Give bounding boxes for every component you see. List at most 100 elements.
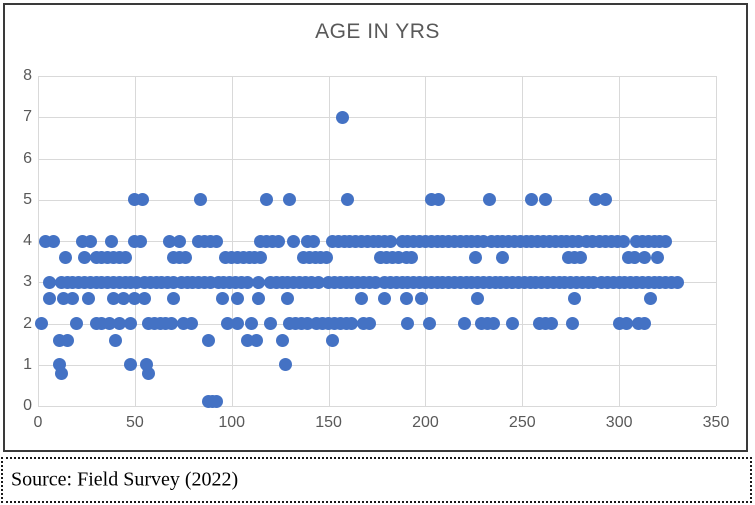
data-point — [405, 251, 419, 264]
data-point — [178, 251, 192, 264]
data-point — [60, 333, 74, 347]
data-point — [325, 333, 339, 347]
data-point — [637, 317, 651, 330]
data-point — [231, 292, 245, 306]
data-point — [194, 193, 208, 207]
data-point — [141, 366, 155, 380]
data-point — [116, 292, 130, 306]
v-gridline — [231, 76, 233, 406]
data-point — [482, 193, 496, 207]
data-point — [637, 251, 651, 264]
x-tick-label: 100 — [218, 414, 246, 431]
data-point — [138, 292, 152, 306]
data-point — [231, 317, 245, 330]
x-tick-label: 0 — [33, 414, 43, 431]
x-tick-label: 250 — [508, 414, 536, 431]
data-point — [112, 317, 126, 330]
data-point — [240, 275, 254, 289]
chart-title: AGE IN YRS — [315, 20, 440, 43]
x-tick-label: 50 — [125, 414, 144, 431]
data-point — [252, 292, 266, 306]
y-tick-label: 4 — [23, 232, 32, 249]
data-point — [260, 193, 274, 207]
data-point — [83, 234, 97, 248]
data-point — [118, 251, 132, 264]
data-point — [209, 395, 223, 409]
y-tick-label: 3 — [23, 273, 32, 291]
chart-outer-border — [3, 3, 748, 452]
data-point — [335, 110, 349, 124]
y-tick-label: 6 — [23, 149, 32, 167]
h-gridline — [38, 364, 716, 366]
data-point — [167, 292, 181, 306]
data-point — [384, 234, 398, 248]
data-point — [457, 317, 471, 330]
data-point — [201, 333, 215, 347]
data-point — [105, 234, 119, 248]
x-tick-label: 200 — [412, 414, 439, 431]
data-point — [651, 251, 665, 264]
data-point — [415, 292, 429, 306]
data-point — [573, 251, 587, 264]
data-point — [566, 317, 580, 330]
x-tick-label: 300 — [605, 414, 633, 431]
data-point — [271, 234, 285, 248]
y-tick-label: 5 — [23, 190, 32, 208]
data-point — [620, 317, 634, 330]
data-point — [172, 234, 186, 248]
data-point — [281, 292, 295, 306]
data-point — [599, 193, 613, 207]
data-point — [401, 317, 415, 330]
data-point — [184, 317, 198, 330]
data-point — [469, 251, 483, 264]
data-point — [124, 358, 138, 372]
h-gridline — [38, 199, 716, 201]
data-point — [275, 333, 289, 347]
y-tick-label: 2 — [23, 314, 32, 332]
x-tick-label: 150 — [315, 414, 342, 431]
source-text: Source: Field Survey (2022) — [11, 468, 239, 491]
h-gridline — [38, 323, 716, 325]
h-gridline — [38, 117, 716, 119]
data-point — [643, 292, 657, 306]
h-gridline — [38, 76, 716, 77]
data-point — [378, 292, 392, 306]
data-point — [136, 193, 150, 207]
y-tick-label: 0 — [23, 397, 32, 414]
data-point — [54, 366, 68, 380]
data-point — [165, 317, 179, 330]
data-point — [471, 292, 485, 306]
data-point — [341, 193, 355, 207]
data-point — [568, 292, 582, 306]
data-point — [209, 234, 223, 248]
data-point — [506, 317, 520, 330]
y-tick-label: 8 — [23, 67, 32, 84]
data-point — [486, 317, 500, 330]
data-point — [525, 193, 539, 207]
data-point — [250, 333, 264, 347]
data-point — [287, 234, 301, 248]
data-point — [35, 317, 49, 330]
h-gridline — [38, 158, 716, 160]
data-point — [306, 234, 320, 248]
data-point — [659, 234, 673, 248]
data-point — [77, 251, 91, 264]
data-point — [496, 251, 510, 264]
y-tick-label: 1 — [23, 355, 32, 373]
x-tick-label: 350 — [702, 414, 730, 431]
data-point — [539, 193, 553, 207]
plot-area — [35, 76, 717, 409]
data-point — [263, 317, 277, 330]
data-point — [81, 292, 95, 306]
data-point — [399, 292, 413, 306]
data-point — [46, 234, 60, 248]
data-point — [58, 251, 72, 264]
data-point — [254, 251, 268, 264]
data-point — [422, 317, 436, 330]
y-tick-label: 7 — [23, 108, 32, 126]
data-point — [670, 275, 684, 289]
data-point — [124, 317, 138, 330]
data-point — [43, 292, 57, 306]
v-gridline — [38, 76, 39, 406]
h-gridline — [38, 406, 716, 407]
